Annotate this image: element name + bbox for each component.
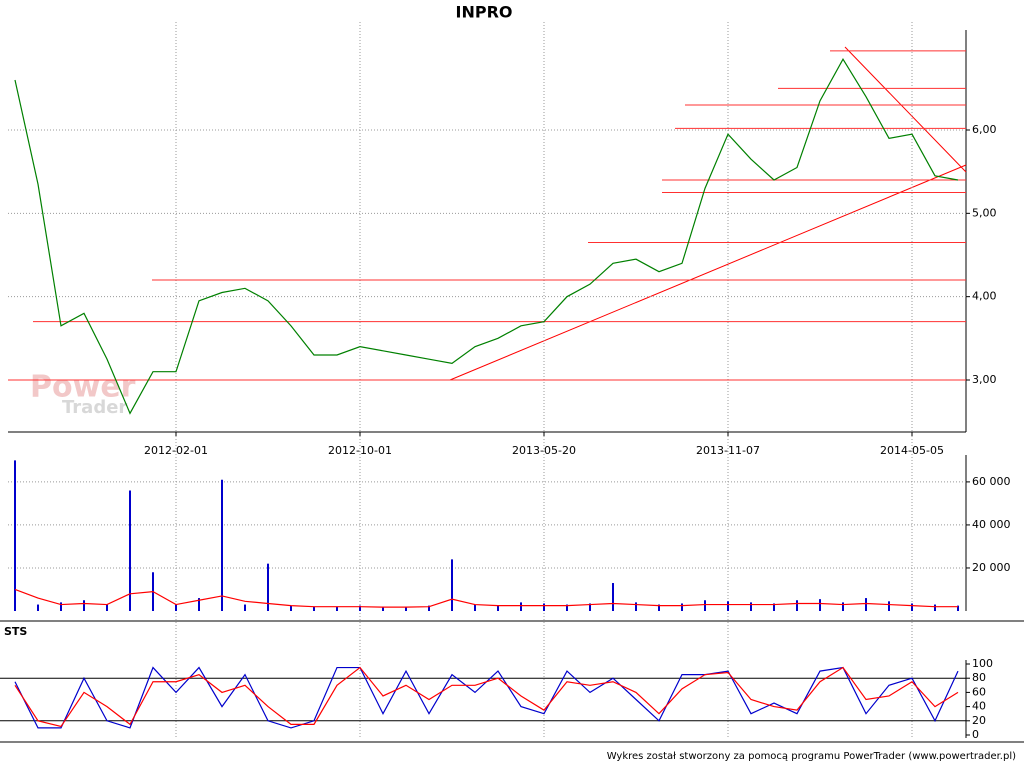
trend-line bbox=[449, 164, 967, 381]
y-tick-label: 0 bbox=[972, 728, 979, 741]
y-tick-label: 6,00 bbox=[972, 123, 997, 136]
trend-line bbox=[844, 46, 967, 173]
y-tick-label: 5,00 bbox=[972, 206, 997, 219]
volume-bar bbox=[819, 599, 821, 611]
y-tick-label: 20 000 bbox=[972, 561, 1011, 574]
volume-bar bbox=[658, 604, 660, 611]
volume-bar bbox=[37, 604, 39, 611]
volume-bar bbox=[359, 605, 361, 611]
volume-bar bbox=[382, 606, 384, 611]
volume-bar bbox=[865, 598, 867, 611]
volume-bar bbox=[106, 604, 108, 611]
x-tick-label: 2012-10-01 bbox=[328, 444, 392, 457]
volume-bar bbox=[451, 559, 453, 611]
y-tick-label: 40 bbox=[972, 700, 986, 713]
volume-bar bbox=[888, 601, 890, 611]
x-tick-label: 2012-02-01 bbox=[144, 444, 208, 457]
volume-bar bbox=[244, 604, 246, 611]
watermark: Trader bbox=[62, 397, 127, 418]
volume-bar bbox=[60, 602, 62, 611]
volume-bar bbox=[842, 602, 844, 611]
volume-bar bbox=[198, 598, 200, 611]
y-tick-label: 100 bbox=[972, 657, 993, 670]
panel-title: STS bbox=[4, 625, 27, 638]
volume-bar bbox=[566, 604, 568, 611]
volume-bar bbox=[175, 604, 177, 611]
volume-bar bbox=[957, 605, 959, 611]
x-tick-label: 2014-05-05 bbox=[880, 444, 944, 457]
y-tick-label: 80 bbox=[972, 671, 986, 684]
volume-bar bbox=[520, 602, 522, 611]
volume-bar bbox=[704, 600, 706, 611]
series-line bbox=[14, 666, 959, 728]
volume-bar bbox=[221, 479, 223, 611]
volume-bar bbox=[635, 602, 637, 611]
volume-bar bbox=[405, 606, 407, 611]
volume-bar bbox=[497, 605, 499, 611]
volume-bar bbox=[796, 600, 798, 611]
volume-bar bbox=[589, 603, 591, 611]
volume-bar bbox=[129, 490, 131, 611]
volume-bar bbox=[14, 460, 16, 611]
y-tick-label: 40 000 bbox=[972, 518, 1011, 531]
volume-bar bbox=[428, 605, 430, 611]
volume-bar bbox=[612, 583, 614, 611]
series-line bbox=[14, 57, 959, 415]
volume-bar bbox=[313, 606, 315, 611]
y-tick-label: 3,00 bbox=[972, 373, 997, 386]
series-line bbox=[14, 588, 958, 608]
volume-bar bbox=[727, 601, 729, 611]
y-tick-label: 4,00 bbox=[972, 290, 997, 303]
chart-title: INPRO bbox=[456, 3, 513, 22]
y-tick-label: 60 000 bbox=[972, 475, 1011, 488]
y-tick-label: 60 bbox=[972, 685, 986, 698]
volume-bar bbox=[750, 602, 752, 611]
volume-bar bbox=[83, 600, 85, 611]
footer: Wykres został stworzony za pomocą progra… bbox=[607, 751, 1016, 762]
y-tick-label: 20 bbox=[972, 714, 986, 727]
volume-bar bbox=[543, 603, 545, 611]
x-tick-label: 2013-11-07 bbox=[696, 444, 760, 457]
volume-bar bbox=[681, 603, 683, 611]
volume-bar bbox=[336, 606, 338, 611]
volume-bar bbox=[267, 563, 269, 611]
watermark: Power bbox=[30, 370, 136, 405]
x-tick-label: 2013-05-20 bbox=[512, 444, 576, 457]
volume-bar bbox=[911, 603, 913, 611]
volume-bar bbox=[290, 605, 292, 611]
volume-bar bbox=[773, 603, 775, 611]
volume-bar bbox=[934, 604, 936, 611]
volume-bar bbox=[474, 604, 476, 611]
